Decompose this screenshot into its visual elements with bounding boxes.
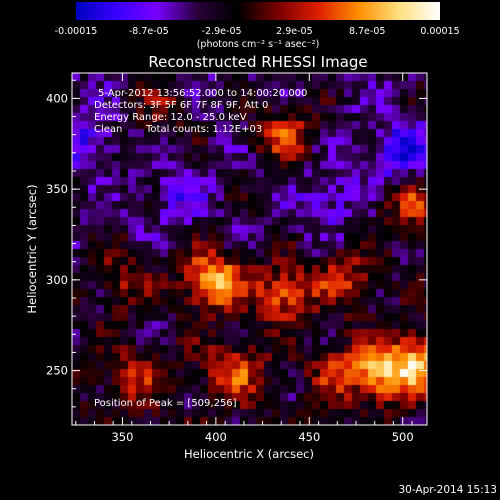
colorbar <box>76 2 440 20</box>
colorbar-tick-label: -2.9e-05 <box>201 26 242 37</box>
y-tick-label: 300 <box>46 273 68 287</box>
annotation-time-range: 5-Apr-2012 13:56:52.000 to 14:00:20.000 <box>98 88 308 99</box>
x-axis-label: Heliocentric X (arcsec) <box>184 447 314 461</box>
colorbar-tick-label: 8.7e-05 <box>348 26 386 37</box>
annotation-detectors: Detectors: 3F 5F 6F 7F 8F 9F, Att 0 <box>94 100 269 111</box>
axis-ticks: 350 400 450 500 250 300 350 400 <box>46 73 427 444</box>
heatmap-image <box>72 73 427 425</box>
x-tick-label: 400 <box>205 430 227 444</box>
annotation-energy-range: Energy Range: 12.0 - 25.0 keV <box>94 112 247 123</box>
colorbar-tick-label: -8.7e-05 <box>128 26 169 37</box>
y-tick-label: 400 <box>46 91 68 105</box>
colorbar-unit-label: (photons cm⁻² s⁻¹ asec⁻²) <box>196 39 320 50</box>
plot-frame <box>71 72 428 426</box>
y-tick-label: 350 <box>46 182 68 196</box>
colorbar-tick-label: -0.00015 <box>54 26 98 37</box>
colorbar-gradient <box>76 2 440 20</box>
chart-title: Reconstructed RHESSI Image <box>148 53 368 71</box>
annotation-clean: Clean <box>94 124 123 135</box>
y-axis-label: Heliocentric Y (arcsec) <box>25 184 39 313</box>
annotation-peak-position: Position of Peak = [509,256] <box>94 398 237 409</box>
y-tick-label: 250 <box>46 364 68 378</box>
footer-date: 30-Apr-2014 15:13 <box>398 484 497 496</box>
x-tick-label: 500 <box>392 430 414 444</box>
annotation-total-counts: Total counts: 1.12E+03 <box>146 124 263 135</box>
colorbar-tick-label: 0.00015 <box>420 26 460 37</box>
colorbar-tick-label: 2.9e-05 <box>276 26 313 37</box>
x-tick-label: 350 <box>111 430 133 444</box>
x-tick-label: 450 <box>298 430 320 444</box>
